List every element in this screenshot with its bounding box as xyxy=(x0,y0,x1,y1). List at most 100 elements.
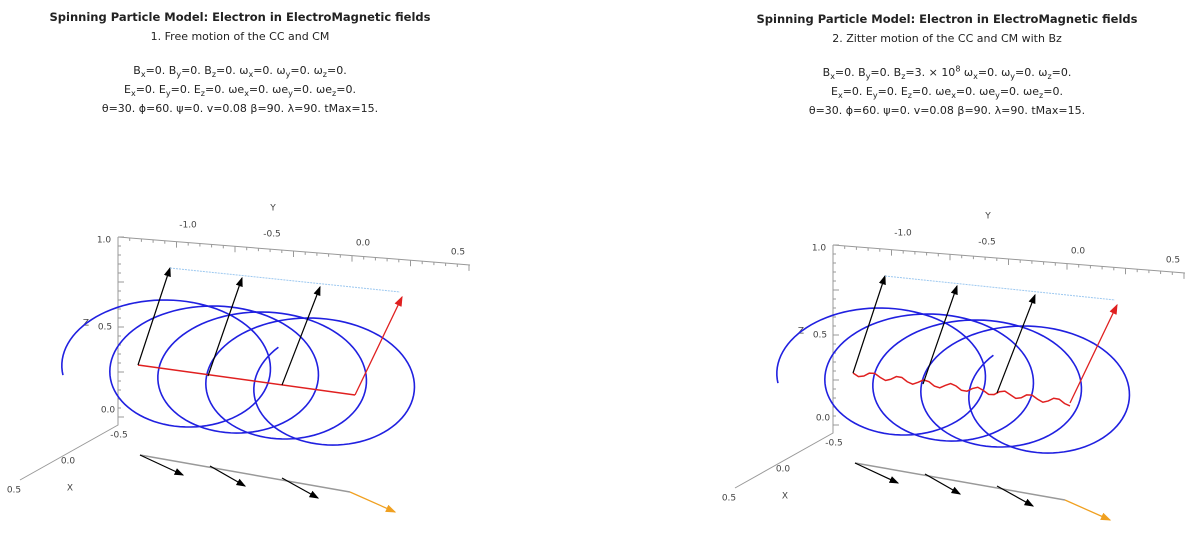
param-text: =0. B xyxy=(145,64,177,77)
param-sub: x xyxy=(244,89,249,99)
param-sub: x xyxy=(837,91,843,101)
param-text: =0. ω xyxy=(290,64,323,77)
x-tick-label: -0.5 xyxy=(110,431,128,441)
param-text: =0. ωe xyxy=(912,85,952,98)
axis-label: X xyxy=(67,484,73,494)
param-text: =0. xyxy=(1051,66,1072,79)
projection xyxy=(854,462,1066,501)
param-text: =0. ωe xyxy=(955,85,996,98)
z-tick-label: 0.0 xyxy=(816,414,831,424)
parameter-line: Ex=0. Ey=0. Ez=0. ωex=0. ωey=0. ωez=0. xyxy=(667,82,1191,101)
parameter-line: Bx=0. By=0. Bz=3. × 108 ωx=0. ωy=0. ωz=0… xyxy=(667,63,1191,82)
subtitle: 2. Zitter motion of the CC and CM with B… xyxy=(832,32,1062,45)
param-sub: z xyxy=(332,89,337,99)
param-sub: z xyxy=(1039,91,1044,101)
param-text: =0. xyxy=(1043,85,1063,98)
param-text: =0. ω xyxy=(216,64,249,77)
param-text: =0. E xyxy=(842,85,873,98)
spin-vector xyxy=(852,274,886,374)
parameter-line: Ex=0. Ey=0. Ez=0. ωex=0. ωey=0. ωez=0. xyxy=(0,80,520,99)
spin-vector xyxy=(922,284,958,385)
x-tick-label: 0.5 xyxy=(722,494,736,504)
param-sub: y xyxy=(1010,72,1016,82)
spin-vector xyxy=(1069,303,1118,404)
y-tick-label: -0.5 xyxy=(263,230,281,240)
spin-vector xyxy=(996,293,1036,394)
trajectory xyxy=(776,307,1131,454)
x-tick-label: -0.5 xyxy=(825,439,843,449)
param-text: B xyxy=(822,66,831,79)
z-tick-label: 0.5 xyxy=(813,331,827,341)
z-tick-label: 1.0 xyxy=(812,244,827,254)
param-text: =0. ωe xyxy=(999,85,1040,98)
param-text: E xyxy=(831,85,838,98)
param-sub: z xyxy=(211,70,217,80)
spin-vector xyxy=(207,276,243,377)
param-sub: x xyxy=(248,70,254,80)
axis-line xyxy=(19,237,119,481)
y-tick-label: -1.0 xyxy=(894,229,912,239)
axis-label: X xyxy=(782,492,788,502)
projection-vector xyxy=(209,465,247,487)
param-sub: y xyxy=(995,91,1000,101)
param-text: =0. E xyxy=(170,83,201,96)
x-tick-label: 0.0 xyxy=(61,457,76,467)
param-text: =3. × 10 xyxy=(905,66,956,79)
param-text: =0. xyxy=(326,64,347,77)
parameter-line: Bx=0. By=0. Bz=0. ωx=0. ωy=0. ωz=0. xyxy=(0,61,520,80)
param-sup: 8 xyxy=(955,64,961,74)
param-text: ω xyxy=(960,66,974,79)
tip-path xyxy=(884,275,1116,301)
axis-label: Y xyxy=(269,204,276,214)
param-text: =0. ωe xyxy=(248,83,289,96)
projection-vector xyxy=(281,477,320,499)
param-sub: y xyxy=(165,89,171,99)
z-tick-label: 0.5 xyxy=(98,323,112,333)
param-text: =0. B xyxy=(834,66,866,79)
y-tick-label: 0.5 xyxy=(1166,256,1180,266)
param-sub: x xyxy=(140,70,146,80)
y-tick-label: -1.0 xyxy=(179,221,197,231)
param-text: =0. ω xyxy=(253,64,286,77)
param-text: =0. E xyxy=(135,83,166,96)
param-sub: x xyxy=(830,72,835,82)
y-tick-label: 0.0 xyxy=(1071,247,1086,257)
projection-vector xyxy=(349,491,397,513)
param-text: θ=30. ϕ=60. ψ=0. v=0.08 β=90. λ=90. tMax… xyxy=(808,104,1086,117)
param-text: =0. ωe xyxy=(292,83,333,96)
param-sub: y xyxy=(872,91,878,101)
z-tick-label: 0.0 xyxy=(101,406,116,416)
x-tick-label: 0.0 xyxy=(776,465,791,475)
param-sub: x xyxy=(130,89,136,99)
param-text: =0. ωe xyxy=(205,83,245,96)
param-sub: y xyxy=(865,72,871,82)
cc-path xyxy=(137,364,356,396)
y-tick-label: 0.0 xyxy=(356,239,371,249)
param-sub: y xyxy=(285,70,291,80)
z-tick-label: 1.0 xyxy=(97,236,112,246)
panel-header: Spinning Particle Model: Electron in Ele… xyxy=(667,12,1191,120)
param-sub: z xyxy=(1047,72,1052,82)
parameter-line: θ=30. ϕ=60. ψ=0. v=0.08 β=90. λ=90. tMax… xyxy=(0,99,520,118)
param-text: =0. ω xyxy=(1015,66,1048,79)
axis-line xyxy=(734,245,834,489)
param-sub: z xyxy=(901,72,906,82)
tip-path xyxy=(169,267,401,293)
title: Spinning Particle Model: Electron in Ele… xyxy=(756,12,1138,26)
param-sub: x xyxy=(951,91,956,101)
title: Spinning Particle Model: Electron in Ele… xyxy=(49,10,431,24)
y-tick-label: -0.5 xyxy=(978,238,996,248)
y-tick-label: 0.5 xyxy=(451,248,465,258)
spin-vector xyxy=(354,295,403,396)
trajectory xyxy=(61,299,416,446)
param-sub: y xyxy=(288,89,293,99)
param-text: =0. ω xyxy=(977,66,1011,79)
projection-vector xyxy=(924,473,962,495)
projection-vector xyxy=(139,454,185,476)
param-text: θ=30. ϕ=60. ψ=0. v=0.08 β=90. λ=90. tMax… xyxy=(101,102,379,115)
param-text: E xyxy=(124,83,131,96)
param-text: =0. xyxy=(336,83,356,96)
spin-vector xyxy=(281,285,321,386)
